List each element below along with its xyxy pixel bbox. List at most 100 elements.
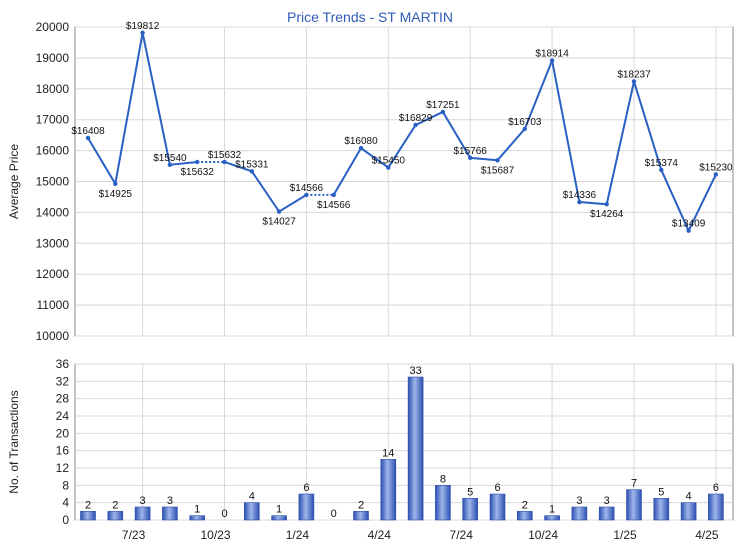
bar-data-label: 1 [194,504,200,516]
price-point [413,122,418,128]
bar-data-label: 14 [382,447,394,459]
price-data-label: $14566 [317,200,351,211]
price-point [167,162,173,168]
x-tick-label: 1/25 [613,528,637,542]
y-tick-label: 32 [56,374,70,388]
price-data-label: $17251 [426,100,460,111]
price-data-label: $14336 [563,190,597,201]
price-point [386,165,391,170]
transaction-bar [598,506,615,521]
price-data-label: $15540 [153,153,187,164]
x-tick-label: 4/25 [695,528,719,542]
transaction-bar [298,493,315,521]
price-point [440,109,446,115]
bar-data-label: 2 [522,499,528,511]
y-tick-label: 24 [56,409,70,423]
price-point [468,155,473,161]
price-line-segment [579,201,607,206]
y-tick-label: 16 [56,444,70,458]
bar-data-label: 7 [631,478,637,490]
transaction-bar [189,515,205,521]
bar-data-label: 2 [358,499,364,511]
price-line-segment [169,160,198,166]
y-tick-label: 12 [56,461,70,475]
transaction-bar [271,515,287,521]
y-tick-label: 10000 [36,329,70,343]
price-point [276,209,282,214]
price-line-segment [250,170,280,213]
price-point [713,172,719,177]
price-data-label: $19812 [126,21,160,32]
bar-data-label: 6 [303,482,309,494]
price-point [549,58,555,63]
price-data-label: $15632 [181,167,215,178]
price-line-segment [470,156,498,162]
bar-data-label: 8 [440,473,446,485]
price-point [331,192,336,198]
bar-data-label: 3 [140,495,146,507]
price-line-segment [415,111,444,126]
y-tick-label: 20000 [36,20,70,34]
y-tick-label: 13000 [36,236,70,250]
bar-data-label: 6 [713,482,719,494]
y-tick-label: 19000 [36,51,70,65]
price-point [686,228,691,233]
transaction-bar [353,511,369,521]
y-tick-label: 12000 [36,267,70,281]
bar-data-label: 5 [658,486,664,498]
price-line-segment [278,194,307,213]
price-line-segment [87,137,117,185]
x-tick-label: 10/24 [528,528,558,542]
chart-title: Price Trends - ST MARTIN [287,9,453,25]
y-axis-title: Average Price [7,144,21,219]
price-data-label: $14566 [290,183,324,194]
price-point [631,79,637,84]
bar-data-label: 4 [686,491,692,503]
price-data-label: $14925 [99,189,133,200]
bar-data-label: 3 [576,495,582,507]
price-point [604,202,609,207]
price-data-label: $15331 [235,159,269,170]
price-data-label: $16408 [71,126,105,137]
y-tick-label: 20 [56,426,70,440]
bar-data-label: 33 [409,365,421,377]
bar-data-label: 4 [249,491,255,503]
bar-data-label: 2 [112,499,118,511]
y-axis-title: No. of Transactions [7,390,21,493]
price-line-segment [224,161,253,173]
transaction-bar [162,506,178,521]
price-line-segment [660,169,690,232]
transaction-bar [626,489,642,521]
price-data-label: $15766 [454,146,488,157]
price-line-segment [687,173,717,232]
price-point [495,158,500,163]
transaction-bar [489,493,506,521]
price-line-segment [332,147,362,196]
y-tick-label: 8 [62,478,69,492]
price-point [577,199,582,205]
bar-data-label: 2 [85,499,91,511]
transaction-bar [80,511,96,521]
bar-data-label: 5 [467,486,473,498]
price-data-label: $15374 [645,158,679,169]
price-data-label: $13409 [672,219,706,230]
price-point [358,145,364,151]
price-point [113,181,118,187]
y-tick-label: 28 [56,392,70,406]
price-line-segment [141,32,171,166]
price-data-label: $14264 [590,209,624,220]
price-line-segment [360,147,389,169]
transaction-bar [544,515,560,521]
price-point [522,126,527,132]
y-tick-label: 4 [62,496,69,510]
bar-data-label: 3 [167,495,173,507]
bar-data-label: 6 [494,482,500,494]
price-line-segment [633,81,663,171]
price-line-segment [387,124,417,169]
x-tick-label: 10/23 [200,528,230,542]
price-point [140,30,145,36]
x-tick-label: 4/24 [368,528,392,542]
price-data-label: $15687 [481,165,515,176]
transaction-bar [708,493,724,521]
